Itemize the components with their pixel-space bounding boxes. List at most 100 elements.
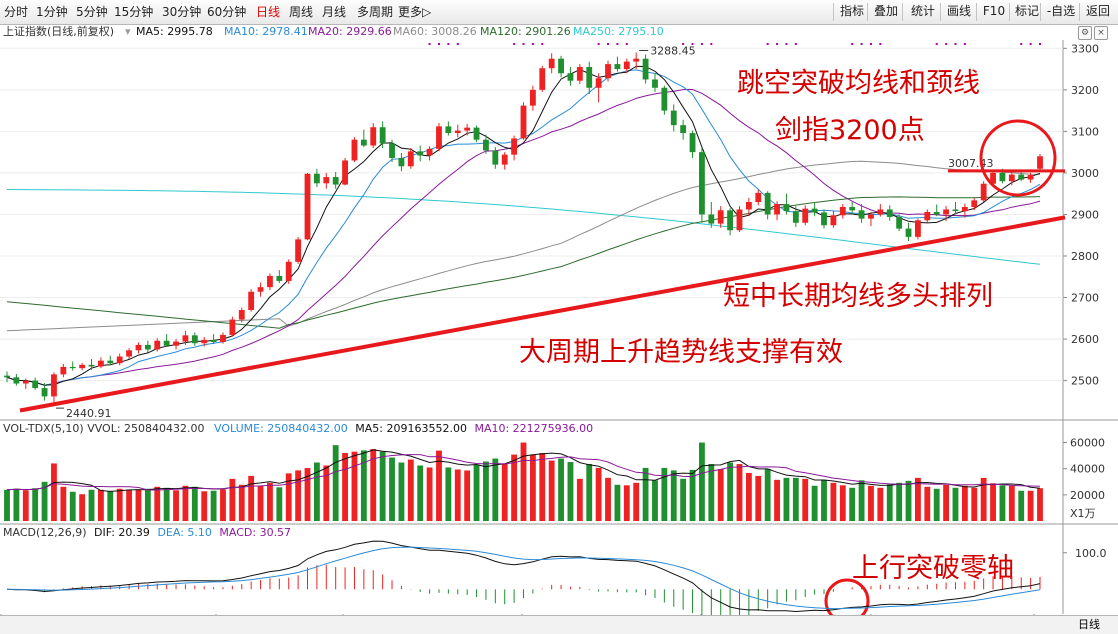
candle-body [13,377,20,384]
volume-bar [595,467,602,521]
index-name[interactable]: 上证指数(日线,前复权) [3,25,115,38]
period-tab-10[interactable]: 更多▷ [398,5,432,19]
volume-ma10-label: MA10: 221275936.00 [474,422,594,435]
volume-bar [360,450,367,521]
candle-body [163,340,170,346]
ma10-line [6,69,1041,386]
macd-indicator-name[interactable]: MACD(12,26,9) [3,526,87,539]
candle-body [304,173,311,240]
annotation-macd-zero: 上行突破零轴 [852,553,1014,584]
candle-body [595,78,602,88]
volume-bar [4,489,10,521]
volume-bar [539,453,546,521]
ma-signal-dot [541,43,544,45]
toolbar-button-4[interactable]: F10 [982,4,1006,18]
volume-bar [990,483,996,521]
status-bar: 日线 [0,615,1118,634]
toolbar-button-0[interactable]: 指标 [839,4,864,18]
candle-body [473,127,480,140]
toolbar-button-1[interactable]: 叠加 [873,4,898,18]
candle-body [755,192,762,202]
ma-signal-dot [1039,43,1041,45]
period-tab-4[interactable]: 30分钟 [162,5,202,19]
dea-label: DEA: 5.10 [157,526,212,539]
volume-bar [614,484,621,521]
volume-bar [830,482,837,521]
volume-bar [238,484,245,521]
chevron-down-icon[interactable]: ▾ [125,25,131,38]
candle-body [417,151,424,156]
volume-bar [821,479,827,521]
period-tab-3[interactable]: 15分钟 [114,5,154,19]
volume-bar [88,489,95,521]
candle-body [952,209,959,212]
candle-body [1037,156,1043,169]
candle-body [41,388,48,397]
toolbar-button-5[interactable]: 标记 [1014,4,1039,18]
ma-signal-dot [447,43,450,45]
period-tab-9[interactable]: 多周期 [357,5,394,19]
volume-bar [1008,485,1015,521]
candle-body [868,214,874,219]
volume-label: VOLUME: 250840432.00 [214,422,348,435]
ma20-line [6,88,1041,386]
period-tab-8[interactable]: 月线 [322,5,347,19]
period-tab-1[interactable]: 1分钟 [36,5,68,19]
candle-body [191,335,198,344]
candle-body [680,125,687,134]
volume-bar [699,442,705,521]
high-price-label: 3288.45 [650,44,696,57]
candle-body [501,154,508,165]
volume-ma5-line [6,449,1041,492]
volume-bar [445,467,452,521]
volume-bar [126,489,132,521]
toolbar-button-7[interactable]: 返回 [1085,4,1110,18]
candle-body [69,366,76,369]
ma60-line [6,160,1041,332]
candle-body [360,139,367,146]
candle-body [821,212,827,226]
period-tab-0[interactable]: 分时 [4,5,29,19]
volume-bar [586,463,593,521]
toolbar-button-3[interactable]: 画线 [946,4,971,18]
annotation-ma-bullish: 短中长期均线多头排列 [723,281,993,312]
volume-bar [13,488,20,521]
volume-indicator-name[interactable]: VOL-TDX(5,10) [3,422,84,435]
volume-bar [736,464,743,521]
volume-bar [792,477,799,521]
candle-body [529,89,536,106]
toolbar-button-2[interactable]: 统计 [910,4,935,18]
volume-bar [924,486,931,521]
toolbar-button-6[interactable]: -自选 [1046,4,1076,18]
period-tab-5[interactable]: 60分钟 [207,5,247,19]
candle-body [276,275,283,281]
volume-bar [210,490,217,521]
volume-bar [267,482,273,521]
candle-body [22,380,29,384]
candle-body [633,58,640,62]
volume-info-bar: VOL-TDX(5,10) VVOL: 250840432.00 VOLUME:… [3,422,593,436]
period-tab-6[interactable]: 日线 [256,5,281,19]
settings-icon[interactable]: ⚙ [1078,26,1092,40]
candle-body [764,192,771,215]
volume-bar [755,475,762,521]
volume-bar [389,457,395,521]
status-period-label[interactable]: 日线 [1078,618,1100,631]
ma-signal-dot [710,43,713,45]
volume-bar [323,465,330,521]
close-icon[interactable]: × [1094,26,1108,40]
candle-body [483,139,489,151]
candle-body [248,291,255,310]
candle-body [783,204,790,212]
period-tab-7[interactable]: 周线 [289,5,314,19]
volume-ma5-label: MA5: 209163552.00 [355,422,467,435]
price-tick-label: 3100 [1071,125,1099,138]
volume-bar [248,475,255,521]
candle-body [464,127,471,131]
candle-body [774,204,780,215]
candle-body [605,64,611,79]
volume-bar [473,464,480,521]
period-tab-2[interactable]: 5分钟 [76,5,108,19]
macd-dea-line [6,546,1041,610]
candle-body [745,202,752,210]
